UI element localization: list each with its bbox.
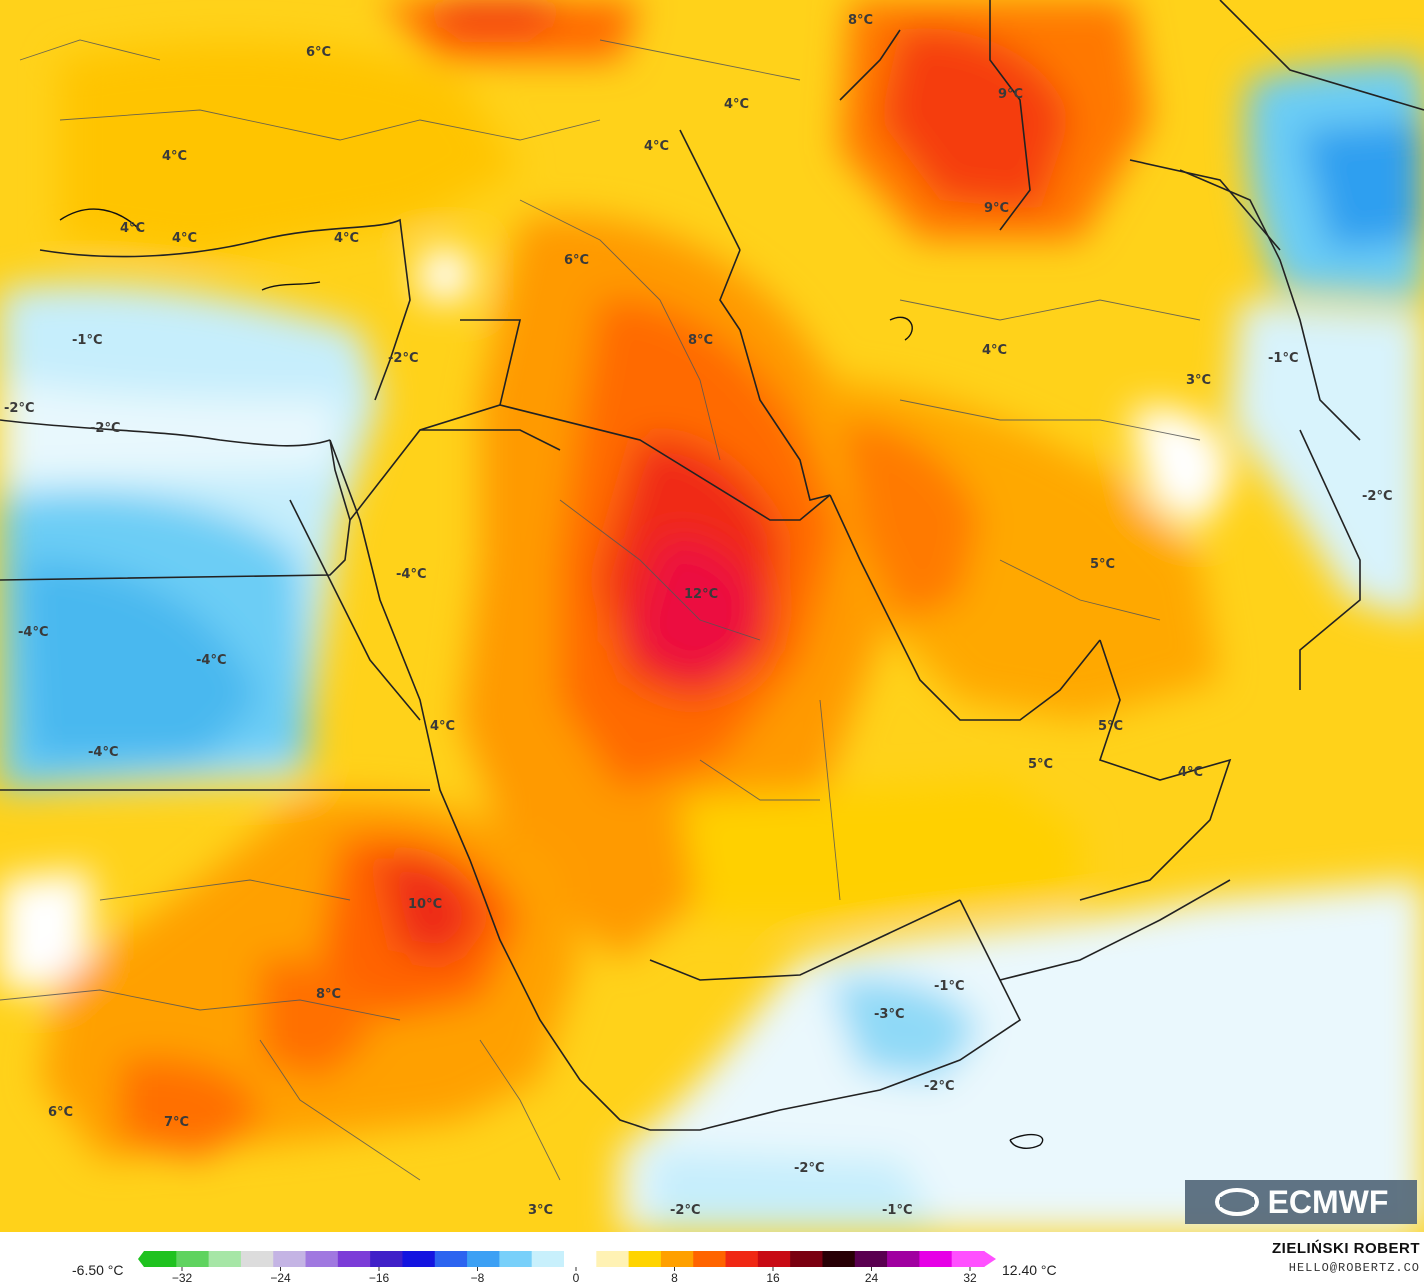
colorbar-cell: [370, 1251, 404, 1267]
temp-label: -1°C: [1268, 351, 1298, 366]
colorbar-cell: [790, 1251, 824, 1267]
colorbar-cell: [240, 1251, 274, 1267]
temp-label: 6°C: [306, 45, 331, 60]
temp-label: -3°C: [874, 1007, 904, 1022]
temp-label: -2°C: [90, 421, 120, 436]
temp-label: 4°C: [162, 149, 187, 164]
temp-label: -1°C: [934, 979, 964, 994]
colorbar-tick-label: 24: [865, 1271, 879, 1285]
colorbar-cell: [822, 1251, 856, 1267]
temp-label: 4°C: [1178, 765, 1203, 780]
temp-label: -2°C: [670, 1203, 700, 1218]
temp-label: 10°C: [408, 897, 442, 912]
temp-label: 5°C: [1098, 719, 1123, 734]
temp-label: 8°C: [316, 987, 341, 1002]
colorbar-cell: [402, 1251, 436, 1267]
max-value: 12.40 °C: [1002, 1262, 1057, 1278]
temp-label: 4°C: [120, 221, 145, 236]
temp-label: 4°C: [334, 231, 359, 246]
colorbar-cell: [628, 1251, 662, 1267]
ecmwf-logo-icon: [1214, 1188, 1259, 1216]
temp-label: -1°C: [72, 333, 102, 348]
ecmwf-logo: ECMWF: [1185, 1180, 1417, 1224]
colorbar-cell: [434, 1251, 468, 1267]
temp-label: 3°C: [528, 1203, 553, 1218]
colorbar-cell: [305, 1251, 339, 1267]
temp-label: 12°C: [684, 587, 718, 602]
colorbar-cell: [725, 1251, 759, 1267]
colorbar: −32 −24 −16 −8 0 8 16 24 32: [138, 1251, 996, 1285]
colorbar-cell: [208, 1251, 242, 1267]
temp-label: -4°C: [88, 745, 118, 760]
min-value: -6.50 °C: [72, 1262, 124, 1278]
colorbar-cell: [919, 1251, 953, 1267]
colorbar-cell: [531, 1251, 565, 1267]
temp-label: 9°C: [998, 87, 1023, 102]
colorbar-cell: [273, 1251, 307, 1267]
temp-label: -1°C: [882, 1203, 912, 1218]
temp-label: -2°C: [924, 1079, 954, 1094]
temp-label: 6°C: [48, 1105, 73, 1120]
colorbar-cell: [564, 1251, 597, 1267]
colorbar-cell: [951, 1251, 985, 1267]
colorbar-min-cap: [138, 1251, 144, 1267]
temp-label: 4°C: [644, 139, 669, 154]
temp-label: 8°C: [848, 13, 873, 28]
ecmwf-logo-text: ECMWF: [1267, 1183, 1389, 1220]
temp-label: -2°C: [388, 351, 418, 366]
colorbar-tick-label: 32: [963, 1271, 977, 1285]
colorbar-cell: [176, 1251, 210, 1267]
colorbar-cell: [757, 1251, 791, 1267]
temp-label: 5°C: [1090, 557, 1115, 572]
temperature-anomaly-map: 6°C 8°C 9°C 9°C 4°C 4°C 4°C 4°C 4°C 4°C …: [0, 0, 1424, 1232]
colorbar-cell: [693, 1251, 727, 1267]
colorbar-max-cap: [984, 1251, 996, 1267]
colorbar-cell: [499, 1251, 533, 1267]
colorbar-tick-label: −24: [270, 1271, 291, 1285]
temp-label: 4°C: [982, 343, 1007, 358]
author-name: ZIELIŃSKI ROBERT: [1271, 1240, 1420, 1257]
colorbar-cell: [596, 1251, 630, 1267]
temp-label: -2°C: [794, 1161, 824, 1176]
colorbar-tick-label: −16: [369, 1271, 390, 1285]
temp-label: 4°C: [430, 719, 455, 734]
colorbar-tick-label: −8: [471, 1271, 485, 1285]
colorbar-tick-label: 16: [766, 1271, 780, 1285]
colorbar-cell: [467, 1251, 500, 1267]
temp-label: 9°C: [984, 201, 1009, 216]
temp-label: -4°C: [396, 567, 426, 582]
colorbar-cell: [144, 1251, 177, 1267]
temp-label: 4°C: [172, 231, 197, 246]
colorbar-cell: [660, 1251, 694, 1267]
colorbar-tick-label: 8: [671, 1271, 678, 1285]
temp-label: 6°C: [564, 253, 589, 268]
colorbar-cell: [337, 1251, 371, 1267]
temp-label: 5°C: [1028, 757, 1053, 772]
colorbar-cell: [887, 1251, 920, 1267]
temp-label: -2°C: [4, 401, 34, 416]
temp-label: 3°C: [1186, 373, 1211, 388]
author-email: HELLO@ROBERTZ.CO: [1288, 1261, 1420, 1275]
colorbar-cell: [854, 1251, 888, 1267]
temp-label: 8°C: [688, 333, 713, 348]
colorbar-tick-label: −32: [172, 1271, 193, 1285]
colorbar-tick-label: 0: [573, 1271, 580, 1285]
temp-label: -2°C: [1362, 489, 1392, 504]
temp-label: 7°C: [164, 1115, 189, 1130]
temp-label: -4°C: [18, 625, 48, 640]
footer: -6.50 °C −32 −24 −16 −8 0 8 16 24 32 12.40 °C ZI…: [0, 1232, 1424, 1287]
temp-label: 4°C: [724, 97, 749, 112]
temp-label: -4°C: [196, 653, 226, 668]
